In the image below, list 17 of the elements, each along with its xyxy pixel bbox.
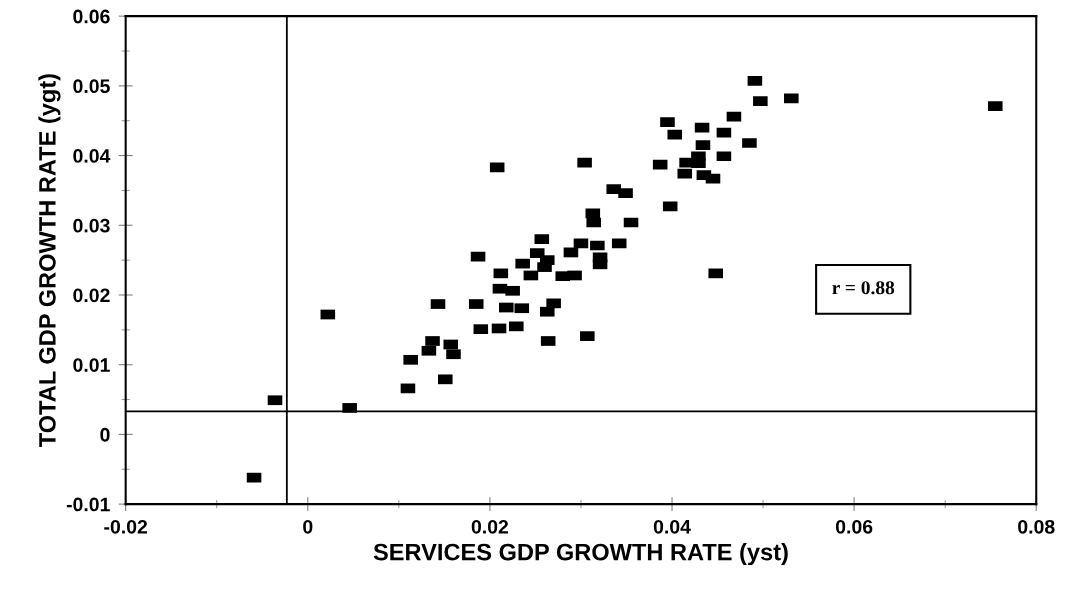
y-tick-label: -0.01	[66, 497, 110, 512]
x-tick-label: 0	[303, 519, 313, 534]
x-axis-title: SERVICES GDP GROWTH RATE (yst)	[373, 543, 788, 566]
y-tick-label: 0.05	[73, 79, 110, 94]
y-tick-label: 0.06	[73, 9, 110, 24]
y-tick-label: 0.03	[73, 218, 110, 233]
y-tick-label: 0.02	[73, 288, 110, 303]
x-tick-label: 0.04	[653, 519, 691, 534]
y-tick-label: 0	[100, 427, 110, 442]
y-tick-label: 0.01	[73, 358, 110, 372]
x-tick-label: 0.06	[835, 519, 873, 534]
y-tick-label: 0.04	[73, 149, 111, 163]
x-tick-label: 0.02	[471, 519, 509, 534]
annotation: r = 0.88	[832, 281, 895, 295]
x-tick-label: -0.02	[104, 519, 148, 534]
x-tick-label: 0.08	[1018, 519, 1055, 534]
y-axis-title: TOTAL GDP GROWTH RATE (ygt)	[38, 74, 61, 448]
